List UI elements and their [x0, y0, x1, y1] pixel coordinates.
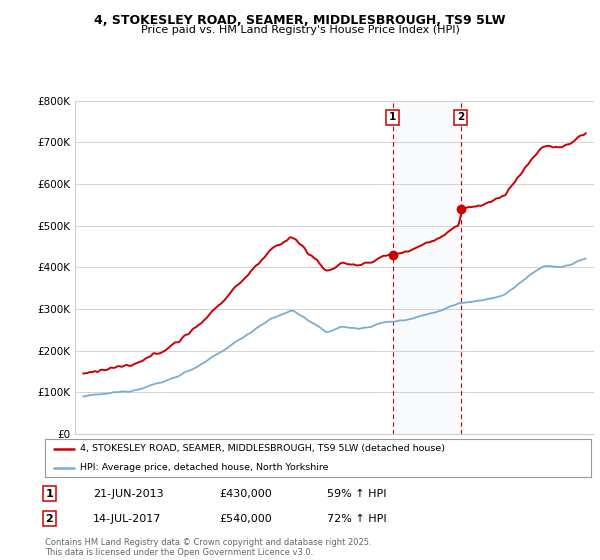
Text: HPI: Average price, detached house, North Yorkshire: HPI: Average price, detached house, Nort…: [80, 463, 329, 472]
Text: Contains HM Land Registry data © Crown copyright and database right 2025.
This d: Contains HM Land Registry data © Crown c…: [45, 538, 371, 557]
Text: 2: 2: [46, 514, 53, 524]
Bar: [392, 101, 461, 434]
Text: 1: 1: [46, 489, 53, 499]
Text: 1: 1: [389, 113, 396, 123]
Text: 72% ↑ HPI: 72% ↑ HPI: [327, 514, 386, 524]
Text: 4, STOKESLEY ROAD, SEAMER, MIDDLESBROUGH, TS9 5LW: 4, STOKESLEY ROAD, SEAMER, MIDDLESBROUGH…: [94, 14, 506, 27]
Text: 2: 2: [457, 113, 464, 123]
Text: £430,000: £430,000: [219, 489, 272, 499]
Text: 4, STOKESLEY ROAD, SEAMER, MIDDLESBROUGH, TS9 5LW (detached house): 4, STOKESLEY ROAD, SEAMER, MIDDLESBROUGH…: [80, 444, 445, 453]
Text: 14-JUL-2017: 14-JUL-2017: [93, 514, 161, 524]
Text: 21-JUN-2013: 21-JUN-2013: [93, 489, 164, 499]
Text: 59% ↑ HPI: 59% ↑ HPI: [327, 489, 386, 499]
Text: Price paid vs. HM Land Registry's House Price Index (HPI): Price paid vs. HM Land Registry's House …: [140, 25, 460, 35]
Text: £540,000: £540,000: [219, 514, 272, 524]
